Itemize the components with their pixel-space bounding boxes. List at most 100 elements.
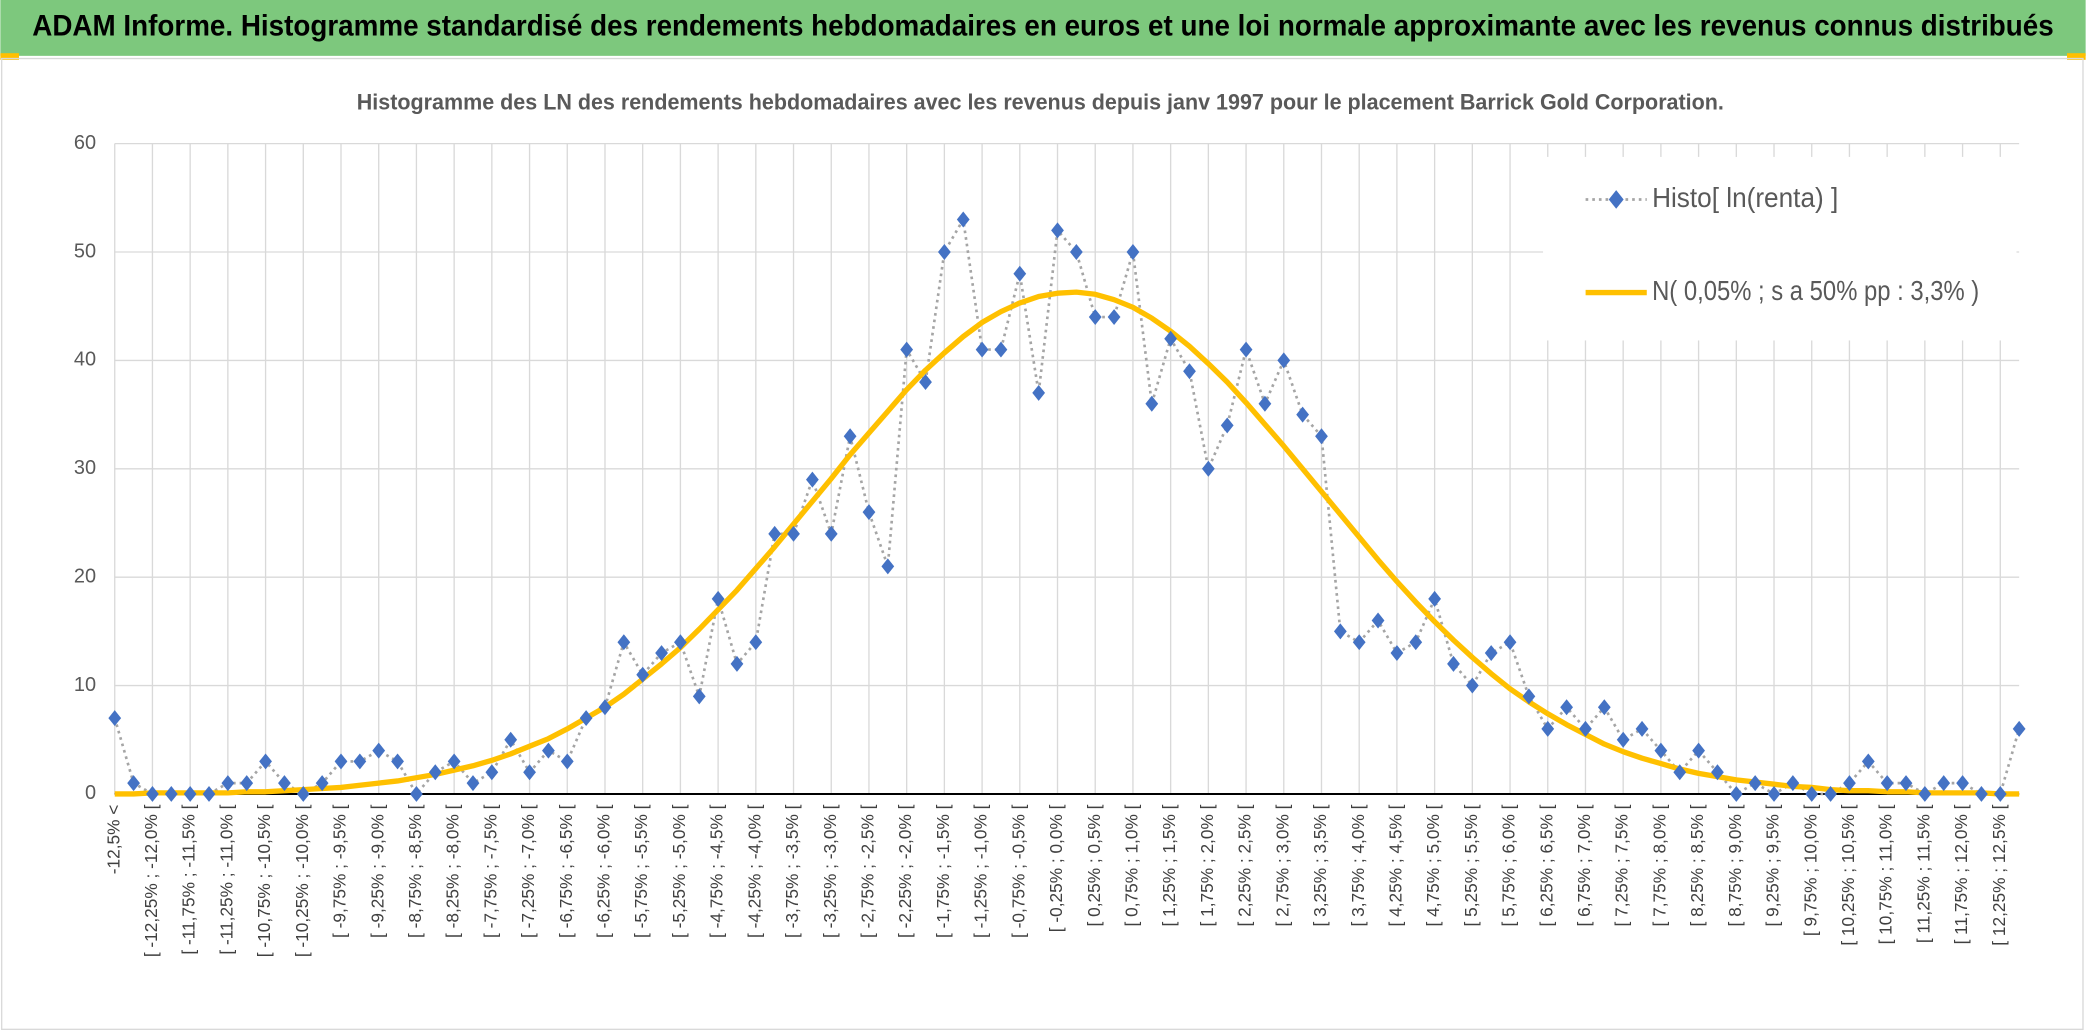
marker: [1183, 363, 1196, 380]
x-tick-label: [ 9,25% ; 9,5% [: [1763, 804, 1783, 926]
marker: [183, 785, 197, 802]
plot-area: 0 10 20 30 40 50 60 -12,5% < [ -12,25% ; -12,0% …: [74, 132, 2026, 957]
marker: [1277, 352, 1291, 369]
x-tick-label: [ -4,75% ; -4,5% [: [707, 804, 727, 938]
marker: [806, 471, 819, 488]
marker: [146, 785, 159, 802]
marker: [1541, 720, 1555, 737]
marker: [1145, 395, 1159, 412]
x-tick-label: [ -1,75% ; -1,5% [: [933, 804, 953, 938]
x-tick-label: [ -7,25% ; -7,0% [: [518, 804, 538, 938]
marker: [1993, 785, 2007, 802]
marker: [1937, 775, 1951, 792]
x-tick-label: [ 12,25% ; 12,5% [: [1989, 804, 2009, 945]
marker: [900, 341, 914, 358]
x-tick-label: [ -2,75% ; -2,5% [: [858, 804, 878, 938]
x-tick-label: [ -4,25% ; -4,0% [: [744, 804, 764, 938]
marker: [1371, 612, 1385, 629]
marker: [428, 764, 442, 781]
corner-accent: [0, 53, 19, 60]
marker: [1918, 785, 1932, 802]
y-tick-label: 0: [85, 782, 96, 804]
marker: [1315, 428, 1328, 445]
marker: [1069, 244, 1083, 260]
legend-label: Histo[ ln(renta) ]: [1652, 182, 1838, 213]
marker: [1522, 688, 1536, 705]
marker: [1164, 330, 1178, 347]
marker: [1239, 341, 1253, 358]
marker: [410, 785, 423, 802]
marker: [598, 699, 612, 716]
marker: [579, 710, 593, 727]
x-tick-label: [ 2,75% ; 3,0% [: [1272, 804, 1292, 926]
x-tick-label: [ 7,75% ; 8,0% [: [1649, 804, 1669, 926]
marker: [523, 764, 536, 781]
x-tick-label: [ 11,25% ; 11,5% [: [1913, 804, 1933, 943]
y-tick-label: 10: [74, 674, 96, 696]
y-tick-label: 20: [74, 565, 96, 587]
corner-accent: [2067, 53, 2086, 60]
x-tick-label: [ 5,75% ; 6,0% [: [1499, 804, 1519, 926]
marker: [1843, 775, 1856, 792]
x-tick-label: [ -2,25% ; -2,0% [: [895, 804, 915, 938]
marker: [1220, 417, 1234, 434]
x-tick-label: [ -0,75% ; -0,5% [: [1008, 804, 1028, 938]
marker: [466, 775, 480, 792]
marker: [1088, 309, 1102, 326]
marker: [1692, 742, 1705, 759]
marker: [1333, 623, 1347, 640]
marker: [768, 525, 782, 542]
x-tick-label: [ 3,75% ; 4,0% [: [1348, 804, 1368, 926]
marker: [1296, 406, 1310, 423]
marker: [1899, 775, 1913, 792]
x-tick-label: [ 5,25% ; 5,5% [: [1461, 804, 1481, 926]
x-tick-label: [ 1,25% ; 1,5% [: [1159, 804, 1179, 926]
marker: [1579, 720, 1592, 737]
x-tick-label: [ -8,75% ; -8,5% [: [405, 804, 425, 938]
x-tick-label: [ 6,25% ; 6,5% [: [1536, 804, 1556, 926]
x-tick-label: [ 1,75% ; 2,0% [: [1197, 804, 1217, 926]
marker: [221, 775, 235, 792]
marker: [542, 742, 555, 759]
legend-box: [1543, 156, 2017, 341]
marker: [787, 525, 800, 542]
marker: [353, 753, 367, 770]
x-tick-label: [ -10,25% ; -10,0% [: [292, 804, 312, 957]
marker: [1503, 634, 1517, 651]
marker: [1352, 634, 1366, 651]
marker: [1126, 244, 1140, 260]
marker: [1880, 775, 1894, 792]
marker: [278, 775, 291, 792]
marker: [485, 764, 499, 781]
marker: [975, 341, 989, 358]
marker: [1484, 645, 1498, 662]
legend-marker: [1608, 190, 1624, 209]
marker: [1654, 742, 1668, 759]
marker: [1824, 785, 1837, 802]
header-title: ADAM Informe. Histogramme standardisé de…: [32, 11, 2053, 43]
marker: [372, 742, 386, 759]
x-tick-label: [ -12,25% ; -12,0% [: [141, 804, 161, 957]
x-tick-label: [ -3,75% ; -3,5% [: [782, 804, 802, 938]
marker: [504, 731, 518, 748]
chart-title: Histogramme des LN des rendements hebdom…: [357, 90, 1724, 115]
y-tick-label: 30: [74, 457, 96, 479]
marker: [1748, 775, 1762, 792]
x-tick-label: [ 8,75% ; 9,0% [: [1725, 804, 1745, 926]
x-tick-label: [ -8,25% ; -8,0% [: [443, 804, 463, 938]
marker: [1861, 753, 1875, 770]
x-tick-label: [ 0,25% ; 0,5% [: [1084, 804, 1104, 926]
x-tick-label: [ 7,25% ; 7,5% [: [1612, 804, 1632, 926]
marker: [1051, 222, 1064, 239]
marker: [2012, 720, 2026, 737]
marker: [108, 710, 122, 727]
marker: [1786, 775, 1800, 792]
x-tick-label: [ 8,25% ; 8,5% [: [1687, 804, 1707, 926]
marker: [560, 753, 574, 770]
x-tick-label: [ -9,25% ; -9,0% [: [367, 804, 387, 938]
marker: [334, 753, 348, 770]
x-tick-label: [ 11,75% ; 12,0% [: [1951, 804, 1971, 944]
x-tick-label: [ -9,75% ; -9,5% [: [330, 804, 350, 938]
marker: [1767, 785, 1781, 802]
